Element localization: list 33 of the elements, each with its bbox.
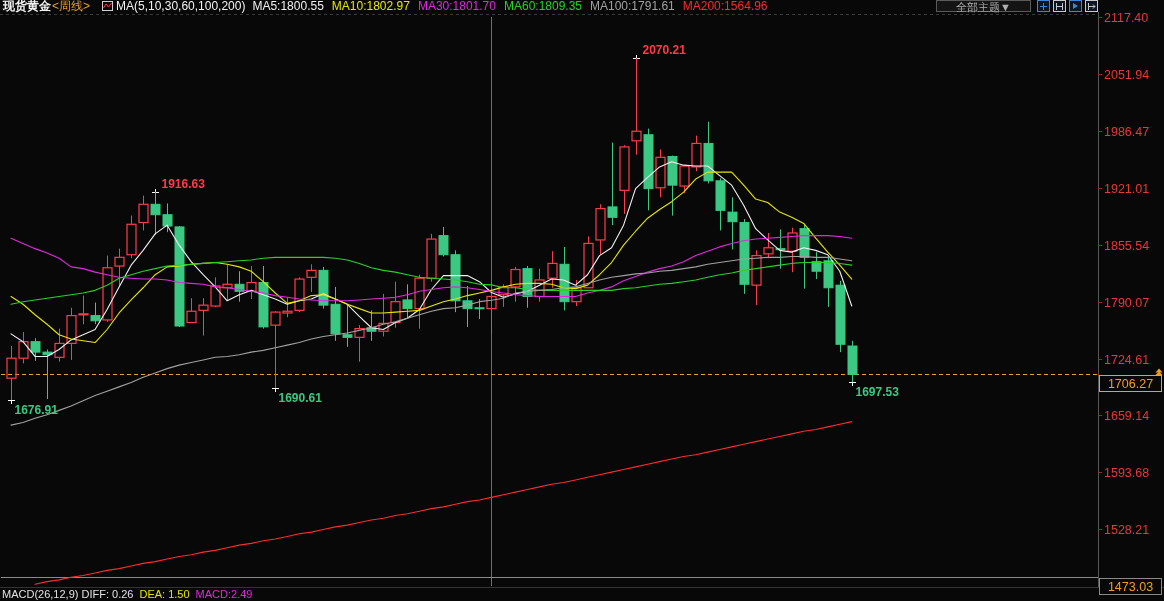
y-tick-label: 2051.94 bbox=[1104, 67, 1150, 82]
chart-title: 现货黄金 bbox=[2, 0, 52, 13]
legend-title: MA(5,10,30,60,100,200) bbox=[116, 0, 246, 13]
legend-entry: MA10:1802.97 bbox=[331, 0, 410, 13]
y-tick-label: 1659.14 bbox=[1104, 408, 1150, 423]
text: MACD(26,12,9) DIFF: 0.26 bbox=[2, 588, 134, 600]
legend-entry: MA100:1791.61 bbox=[590, 0, 675, 13]
y-tick-label: 1724.61 bbox=[1104, 352, 1150, 367]
dropdown: 全部主题▼ bbox=[936, 0, 1031, 13]
chart-subtitle: <周线> bbox=[52, 0, 91, 13]
y-tick-label: 1593.68 bbox=[1104, 465, 1150, 480]
y-tick-label: 1790.07 bbox=[1104, 295, 1150, 310]
text: DEA: 1.50 bbox=[139, 588, 190, 600]
y-tick-label: 1855.54 bbox=[1104, 238, 1150, 253]
extreme-label: 1690.61 bbox=[278, 390, 322, 405]
y-tick-label: 1921.01 bbox=[1104, 181, 1150, 196]
legend-entry: MA200:1564.96 bbox=[682, 0, 768, 13]
ref-line-label: 1706.27 bbox=[1107, 377, 1154, 391]
ref-label: 1706.27 bbox=[1099, 375, 1162, 392]
extreme-label: 1697.53 bbox=[855, 384, 899, 399]
legend: MA(5,10,30,60,100,200) MA5:1800.55 MA10:1802.97 MA30:1801.70 MA60:1809.35 MA100:1791.61 MA200:1564.96 bbox=[102, 0, 768, 13]
y-tick-label: 1528.21 bbox=[1104, 522, 1150, 537]
legend-entry: MA60:1809.35 bbox=[503, 0, 582, 13]
legend-entry: MA30:1801.70 bbox=[417, 0, 496, 13]
extreme-label: 1916.63 bbox=[161, 176, 205, 191]
y-tick-label: 1986.47 bbox=[1104, 124, 1150, 139]
text: MACD:2.49 bbox=[195, 588, 253, 600]
y-tick-label: 2117.40 bbox=[1104, 10, 1149, 25]
extreme-label: 1676.91 bbox=[14, 402, 58, 417]
legend-entry: MA5:1800.55 bbox=[252, 0, 324, 13]
ref-line-label: 1473.03 bbox=[1107, 580, 1154, 594]
extreme-label: 2070.21 bbox=[642, 42, 686, 57]
ref-label: 1473.03 bbox=[1099, 578, 1162, 595]
